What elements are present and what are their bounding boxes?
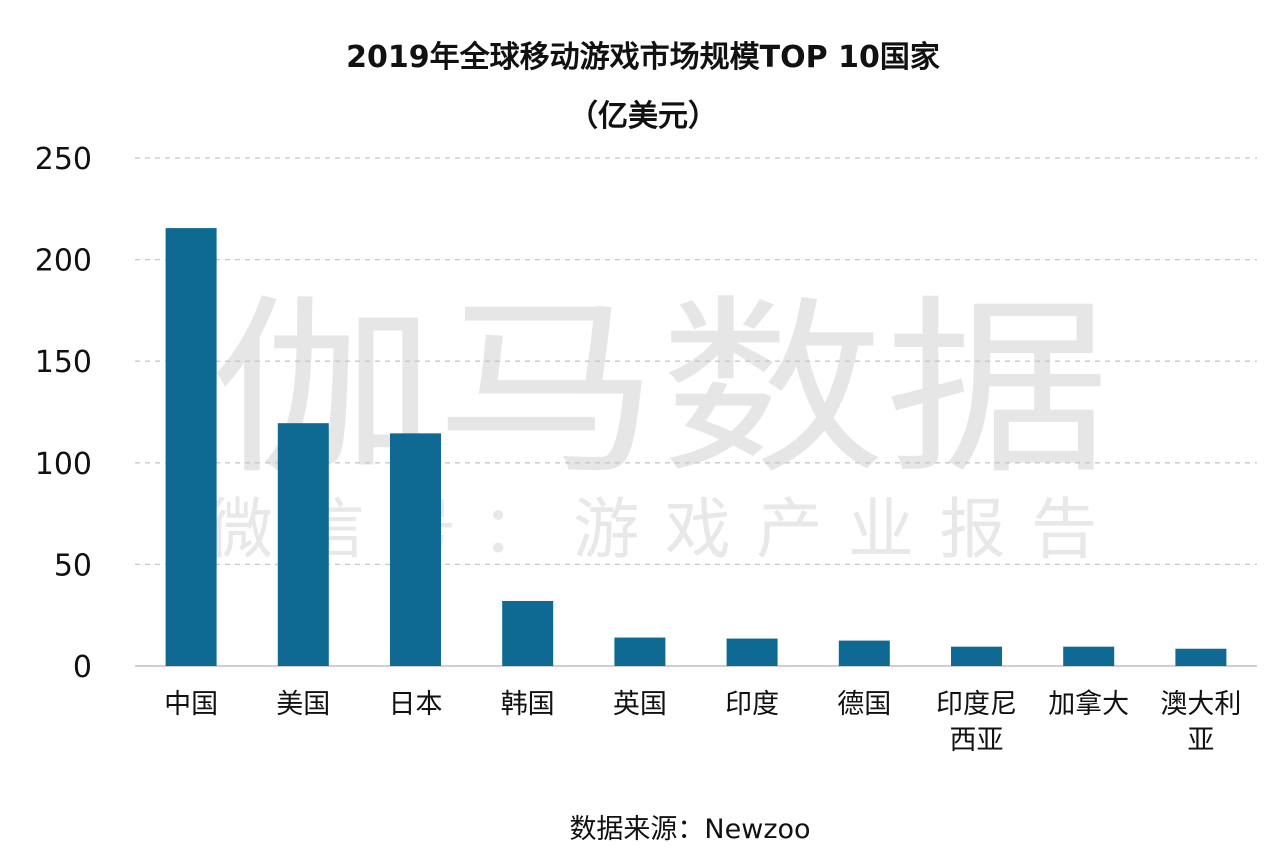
bar-3 bbox=[502, 600, 554, 666]
x-tick-label: 英国 bbox=[613, 689, 667, 720]
y-axis: 0 50 100 150 200 250 bbox=[35, 142, 92, 685]
y-tick-label: 50 bbox=[54, 548, 92, 583]
bar-2 bbox=[390, 433, 441, 666]
watermark-main: 伽马数据 bbox=[210, 279, 1110, 500]
x-tick-label: 加拿大 bbox=[1048, 689, 1129, 720]
chart-subtitle: （亿美元） bbox=[568, 99, 718, 134]
bar-0 bbox=[165, 228, 217, 666]
x-tick-label: 美国 bbox=[276, 689, 330, 720]
bar-7 bbox=[951, 646, 1002, 666]
bar-5 bbox=[726, 638, 778, 666]
source-note: 数据来源：Newzoo bbox=[569, 814, 810, 845]
x-tick-label: 西亚 bbox=[950, 725, 1004, 756]
watermark-sub: 微信号：游戏产业报告 bbox=[207, 491, 1097, 568]
y-tick-label: 150 bbox=[35, 345, 92, 380]
chart-title: 2019年全球移动游戏市场规模TOP 10国家 bbox=[346, 40, 940, 75]
x-tick-label: 韩国 bbox=[501, 689, 555, 720]
x-tick-label: 日本 bbox=[389, 689, 443, 720]
x-tick-label: 印度 bbox=[725, 689, 779, 720]
bars bbox=[165, 228, 1227, 666]
bar-1 bbox=[277, 423, 329, 666]
bar-4 bbox=[614, 637, 666, 666]
y-tick-label: 200 bbox=[35, 244, 92, 279]
y-tick-label: 0 bbox=[73, 650, 92, 685]
bar-9 bbox=[1175, 648, 1227, 666]
y-tick-label: 250 bbox=[35, 142, 92, 177]
x-tick-label: 印度尼 bbox=[936, 689, 1017, 720]
x-tick-label: 澳大利 bbox=[1160, 689, 1241, 720]
x-tick-label: 亚 bbox=[1187, 725, 1214, 756]
x-tick-label: 德国 bbox=[837, 689, 891, 720]
bar-6 bbox=[838, 640, 890, 666]
bar-8 bbox=[1063, 646, 1115, 666]
y-tick-label: 100 bbox=[35, 447, 92, 482]
x-tick-label: 中国 bbox=[164, 689, 218, 720]
